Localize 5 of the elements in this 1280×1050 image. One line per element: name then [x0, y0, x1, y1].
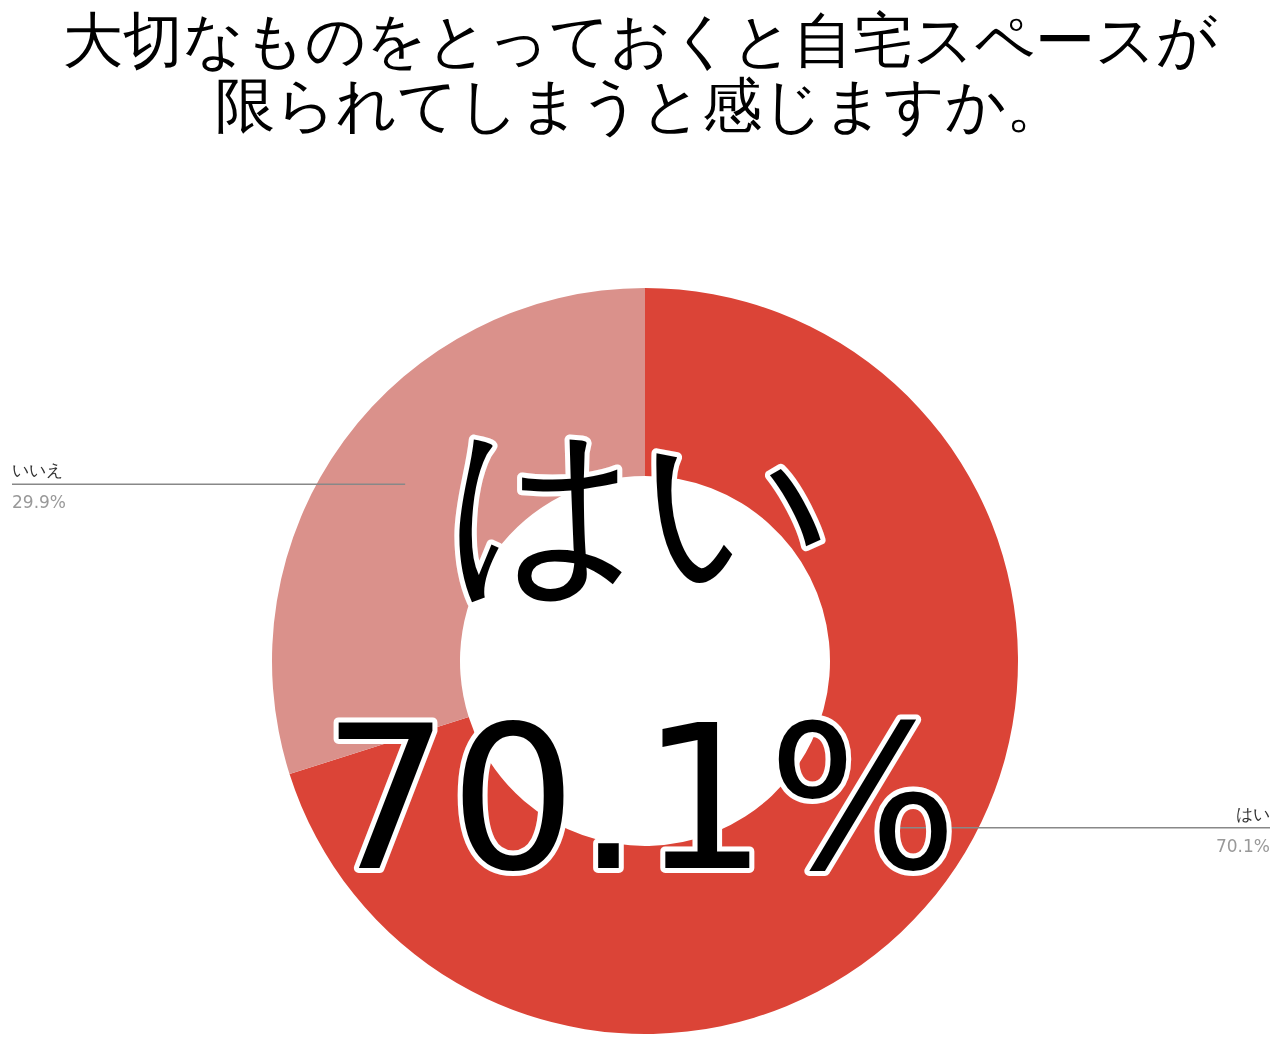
data-label: 29.9%: [12, 492, 67, 513]
slice-label: はい: [1236, 803, 1270, 824]
slice-label: いいえ: [12, 460, 63, 481]
data-label: 70.1%: [1215, 835, 1270, 856]
chart-title: 大切なものをとっておくと自宅スペースが限られてしまうと感じますか。: [62, 5, 1218, 140]
